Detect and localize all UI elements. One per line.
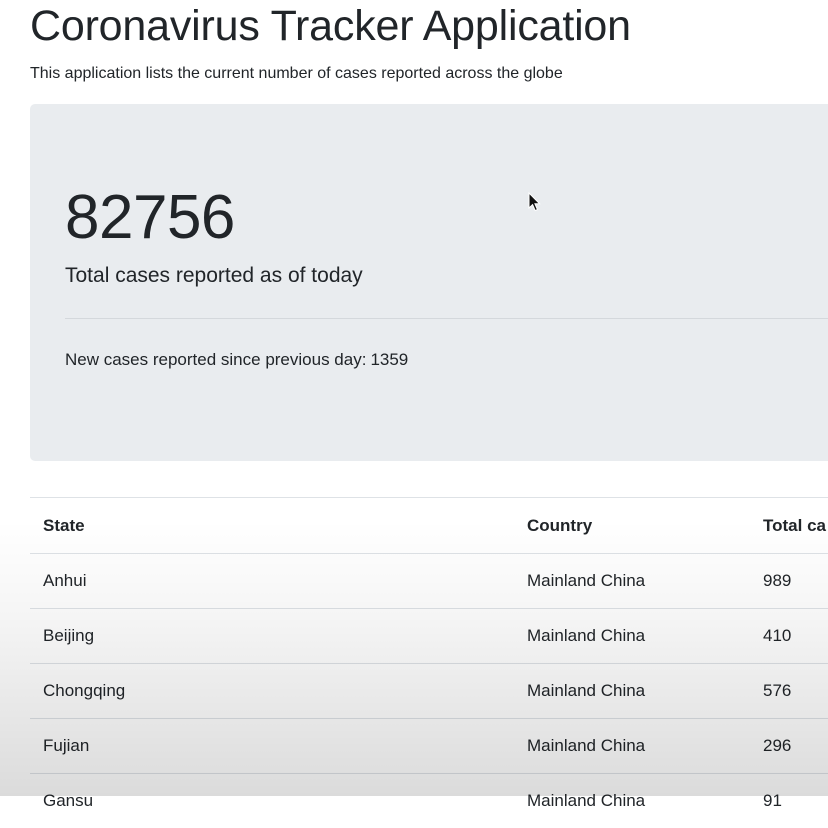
table-row: Fujian Mainland China 296	[30, 719, 828, 774]
cell-total: 410	[750, 609, 828, 664]
table-row: Beijing Mainland China 410	[30, 609, 828, 664]
cell-state: Anhui	[30, 554, 514, 609]
new-cases-value: 1359	[370, 350, 408, 369]
total-cases-label: Total cases reported as of today	[65, 262, 363, 290]
table-row: Anhui Mainland China 989	[30, 554, 828, 609]
summary-divider	[65, 318, 828, 319]
cell-state: Chongqing	[30, 664, 514, 719]
table-header-row: State Country Total ca	[30, 498, 828, 554]
column-header-state: State	[30, 498, 514, 554]
cell-state: Gansu	[30, 774, 514, 828]
summary-jumbotron: 82756 Total cases reported as of today N…	[30, 104, 828, 461]
cell-total: 989	[750, 554, 828, 609]
cases-table-container: State Country Total ca Anhui Mainland Ch…	[30, 497, 828, 828]
cell-state: Fujian	[30, 719, 514, 774]
total-cases-count: 82756	[65, 182, 235, 254]
column-header-country: Country	[514, 498, 750, 554]
cell-country: Mainland China	[514, 609, 750, 664]
cell-country: Mainland China	[514, 774, 750, 828]
cell-country: Mainland China	[514, 664, 750, 719]
column-header-total-cases: Total ca	[750, 498, 828, 554]
cell-total: 91	[750, 774, 828, 828]
cell-total: 296	[750, 719, 828, 774]
new-cases-line: New cases reported since previous day:13…	[65, 349, 408, 371]
cases-table: State Country Total ca Anhui Mainland Ch…	[30, 497, 828, 828]
page-title: Coronavirus Tracker Application	[30, 0, 631, 52]
page-subtitle: This application lists the current numbe…	[30, 64, 563, 84]
mouse-pointer-icon	[528, 192, 542, 214]
cell-country: Mainland China	[514, 554, 750, 609]
table-row: Chongqing Mainland China 576	[30, 664, 828, 719]
new-cases-label: New cases reported since previous day:	[65, 350, 366, 369]
table-row: Gansu Mainland China 91	[30, 774, 828, 828]
cell-total: 576	[750, 664, 828, 719]
cell-state: Beijing	[30, 609, 514, 664]
cell-country: Mainland China	[514, 719, 750, 774]
